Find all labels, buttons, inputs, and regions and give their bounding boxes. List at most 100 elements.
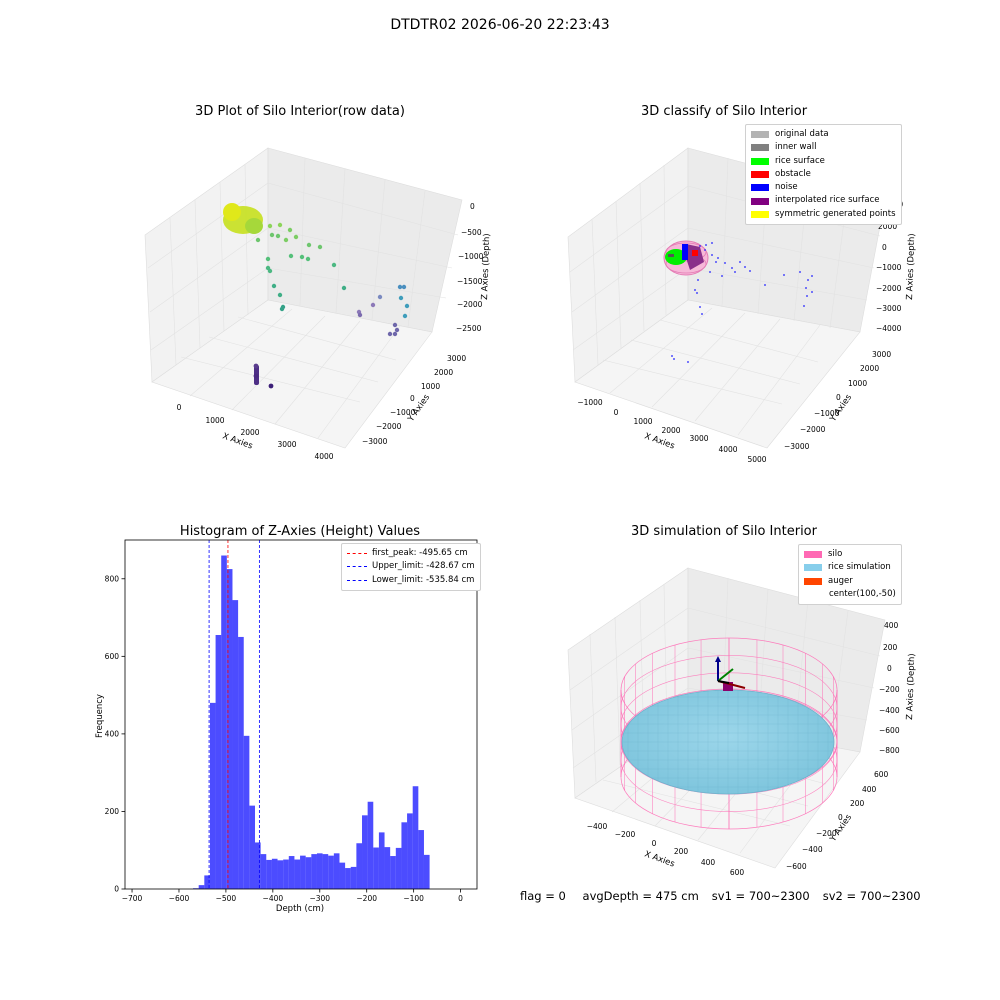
legend-label: Upper_limit: -428.67 cm — [372, 561, 475, 572]
raw-xtick: 2000 — [240, 428, 259, 437]
raw-xtick: 4000 — [314, 452, 333, 461]
legend-swatch — [804, 577, 822, 585]
classify-xtick: 4000 — [718, 445, 737, 454]
sim-zlabel: Z Axies (Depth) — [905, 653, 917, 720]
panel-sim-3d: −400 −200 0 200 400 600 600 400 200 0 −2… — [567, 567, 917, 877]
legend-swatch — [751, 171, 769, 179]
classify-ytick: −3000 — [784, 442, 810, 451]
raw-xtick: 0 — [177, 403, 182, 412]
legend-swatch — [751, 131, 769, 139]
legend-item: noise — [751, 181, 896, 194]
legend-item: interpolated rice surface — [751, 194, 896, 207]
histogram-bar — [305, 857, 312, 889]
sim-ytick: 400 — [862, 785, 877, 794]
raw-ytick: 2000 — [434, 368, 453, 377]
panel-sim-title: 3D simulation of Silo Interior — [631, 524, 817, 539]
classify-xtick: 0 — [614, 408, 619, 417]
legend-label: rice surface — [775, 155, 825, 166]
histogram-bar — [283, 859, 289, 889]
histogram-xlabel: Depth (cm) — [276, 904, 324, 914]
legend-item: rice surface — [751, 155, 896, 168]
histogram-bar — [390, 856, 396, 889]
legend-label: silo — [828, 549, 843, 559]
sim-ytick: −600 — [786, 862, 807, 871]
histogram-xtick-label: −400 — [263, 894, 284, 903]
sv1-text: sv1 = 700~2300 — [711, 889, 810, 903]
classify-ytick: 0 — [836, 393, 841, 402]
histogram-bar — [226, 569, 233, 889]
legend-swatch — [751, 197, 769, 205]
histogram-bar — [255, 842, 261, 889]
classify-ztick: 2000 — [878, 222, 897, 231]
sim-xtick: 200 — [674, 847, 689, 856]
histogram-bar — [367, 801, 374, 889]
histogram-bar — [401, 822, 408, 889]
legend-item: obstacle — [751, 168, 896, 181]
flag-text: flag = 0 — [520, 889, 566, 903]
raw-ytick: 1000 — [421, 382, 440, 391]
histogram-bar — [350, 866, 357, 889]
raw-ytick: 3000 — [447, 354, 466, 363]
sim-ztick: −400 — [879, 706, 900, 715]
auger-center — [715, 656, 746, 691]
raw-ztick: −500 — [461, 228, 482, 237]
histogram-bar — [249, 805, 256, 889]
legend-item: original data — [751, 128, 896, 141]
histogram-ylabel: Frequency — [95, 694, 105, 738]
sim-xtick: −400 — [587, 822, 608, 831]
histogram-ytick-label: 600 — [105, 652, 120, 661]
classify-ytick: −1000 — [814, 409, 840, 418]
legend-label: center(100,-50) — [829, 588, 896, 599]
classify-xtick: 2000 — [661, 426, 680, 435]
raw-ztick: −1000 — [458, 252, 484, 261]
sim-ytick: −200 — [816, 829, 837, 838]
legend-line — [347, 579, 367, 581]
legend-swatch — [751, 157, 769, 165]
legend-label: noise — [775, 182, 798, 193]
sim-xlabel: X Axies — [643, 849, 676, 869]
histogram-xtick-label: −500 — [216, 894, 237, 903]
sim-ztick: −800 — [879, 746, 900, 755]
sim-legend: silo rice simulation auger center(100,-5… — [798, 544, 902, 606]
histogram-bar — [384, 847, 391, 889]
legend-item: center(100,-50) — [804, 588, 896, 601]
histogram-bar — [339, 862, 346, 889]
histogram-bar — [356, 843, 363, 889]
histogram-xticks: −700 −600 −500 −400 −300 −200 −100 0 — [122, 889, 463, 903]
legend-item: auger — [804, 575, 896, 588]
classify-ytick: 2000 — [860, 364, 879, 373]
classify-zlabel: Z Axies (Depth) — [905, 233, 917, 300]
histogram-bar — [277, 860, 284, 889]
raw-ztick: −1500 — [457, 277, 483, 286]
raw-ytick: −2000 — [376, 422, 402, 431]
sim-ztick: 200 — [883, 643, 898, 652]
histogram-bar — [311, 854, 317, 889]
histogram-bar — [238, 636, 244, 889]
histogram-bar — [215, 635, 222, 889]
raw-ytick: −1000 — [390, 408, 416, 417]
histogram-bar — [294, 859, 301, 889]
legend-label: symmetric generated points — [775, 208, 896, 219]
histogram-bar — [209, 702, 216, 889]
histogram: −700 −600 −500 −400 −300 −200 −100 0 0 200 400 600… — [95, 539, 478, 914]
histogram-bar — [271, 858, 278, 889]
legend-swatch — [804, 551, 822, 559]
classify-ztick: −4000 — [876, 324, 902, 333]
histogram-bar — [333, 853, 340, 889]
histogram-xtick-label: −300 — [309, 894, 330, 903]
sim-ztick: −200 — [879, 685, 900, 694]
legend-label: Lower_limit: -535.84 cm — [372, 574, 475, 585]
histogram-bar — [407, 813, 413, 889]
legend-label: interpolated rice surface — [775, 195, 880, 206]
histogram-yticks: 0 200 400 600 800 — [105, 574, 125, 894]
histogram-bar — [221, 555, 227, 889]
classify-ytick: 1000 — [848, 379, 867, 388]
sim-ytick: 600 — [874, 770, 889, 779]
legend-label: obstacle — [775, 168, 811, 179]
classify-xtick: 3000 — [689, 434, 708, 443]
histogram-bar — [322, 854, 329, 889]
histogram-bar — [204, 875, 210, 889]
histogram-bar — [423, 854, 430, 889]
status-footer: flag = 0 avgDepth = 475 cm sv1 = 700~2300… — [520, 889, 934, 903]
raw-xtick: 1000 — [205, 416, 224, 425]
